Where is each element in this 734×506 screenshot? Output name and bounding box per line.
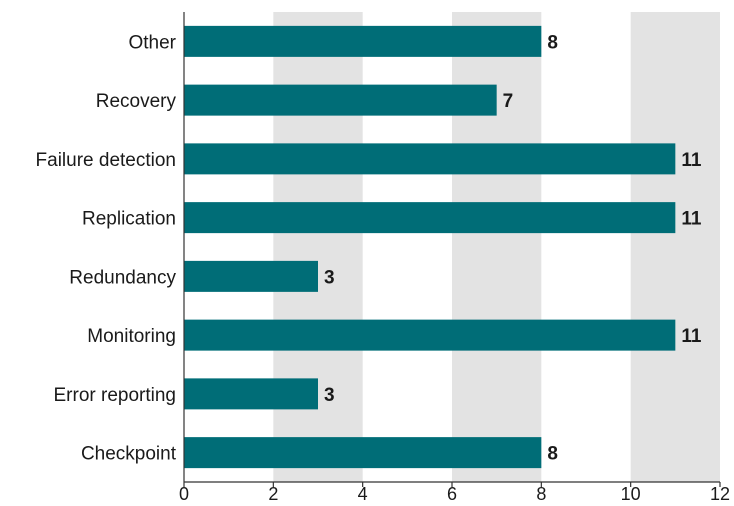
grid-band [630,12,720,482]
value-label: 8 [547,32,558,53]
grid-band [452,12,542,482]
value-label: 11 [681,209,702,230]
category-labels: Other Recovery Failure detection Replicatio… [36,32,177,464]
bar [184,84,497,116]
x-tick-label: 12 [710,484,730,504]
x-tick-label: 6 [447,484,457,504]
bar [184,202,676,234]
value-label: 11 [681,326,702,347]
category-label: Monitoring [87,326,176,347]
x-tick-label: 8 [536,484,546,504]
category-label: Recovery [96,91,177,112]
bar [184,143,676,175]
value-label: 11 [681,150,702,171]
value-labels: 8 7 11 11 3 11 3 8 [324,32,702,464]
category-label: Other [128,32,176,53]
category-label: Error reporting [54,385,177,406]
bars [184,25,676,469]
value-label: 8 [547,444,558,465]
x-tick-label: 0 [179,484,189,504]
category-label: Redundancy [69,267,176,288]
bar [184,25,542,57]
category-label: Checkpoint [81,444,177,465]
value-label: 7 [503,91,514,112]
x-tick-label: 4 [358,484,368,504]
x-tick-label: 2 [268,484,278,504]
value-label: 3 [324,385,335,406]
category-label: Failure detection [36,150,176,171]
bar [184,260,318,292]
value-label: 3 [324,267,335,288]
bar [184,378,318,410]
category-label: Replication [82,209,176,230]
grid-band [273,12,363,482]
x-tick-label: 10 [621,484,641,504]
grid-bands [273,12,720,482]
bar [184,319,676,351]
bar [184,437,542,469]
x-tick-labels: 0 2 4 6 8 10 12 [179,482,730,504]
